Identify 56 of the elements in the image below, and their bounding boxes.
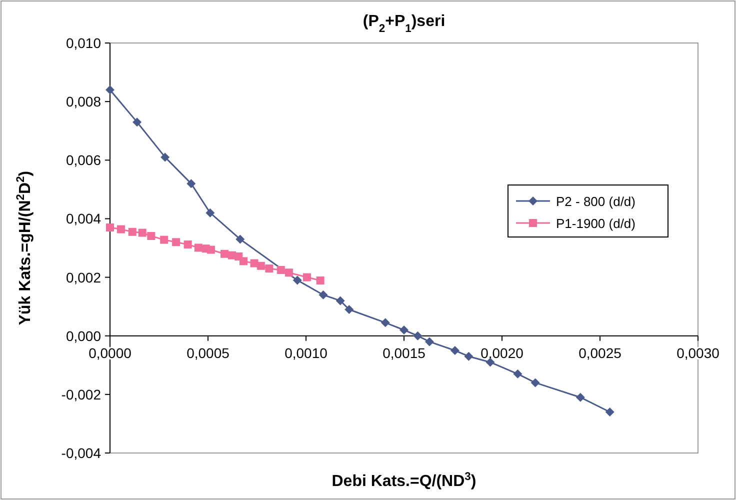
x-tick-label: 0,0015 bbox=[382, 344, 426, 361]
legend-label: P2 - 800 (d/d) bbox=[556, 194, 636, 209]
point bbox=[400, 326, 408, 334]
point bbox=[160, 236, 168, 244]
point bbox=[138, 228, 146, 237]
point bbox=[464, 352, 474, 361]
y-tick-label: 0,004 bbox=[66, 210, 102, 227]
point bbox=[160, 152, 170, 162]
point bbox=[236, 234, 245, 244]
point bbox=[424, 337, 434, 346]
y-tick-label: 0,000 bbox=[66, 328, 102, 344]
x-tick-label: 0,0020 bbox=[480, 344, 524, 361]
point bbox=[265, 264, 274, 272]
point bbox=[194, 244, 202, 252]
point bbox=[106, 85, 114, 94]
point bbox=[172, 238, 180, 246]
point bbox=[206, 246, 215, 254]
x-axis-title: Debi Kats.=Q/(ND$^{3}$) bbox=[332, 471, 476, 490]
point bbox=[576, 392, 585, 402]
point bbox=[450, 346, 460, 355]
point bbox=[220, 250, 228, 258]
y-tick-label: 0,010 bbox=[66, 35, 102, 51]
point bbox=[128, 228, 136, 236]
point bbox=[316, 276, 324, 285]
point bbox=[336, 296, 345, 306]
point bbox=[380, 318, 390, 328]
point bbox=[132, 118, 142, 127]
chart-title: (P$_{2}$+P$_{1}$)seri bbox=[362, 13, 446, 35]
point bbox=[513, 369, 522, 378]
point bbox=[206, 208, 215, 218]
point bbox=[605, 408, 614, 416]
point bbox=[284, 268, 293, 277]
y-tick-label: 0,002 bbox=[66, 269, 102, 286]
y-tick-label: 0,008 bbox=[66, 94, 102, 110]
point bbox=[106, 224, 114, 232]
point bbox=[184, 240, 192, 248]
x-tick-label: 0,0030 bbox=[676, 344, 720, 361]
point bbox=[239, 257, 248, 266]
x-tick-label: 0,0005 bbox=[186, 344, 230, 361]
point bbox=[256, 262, 265, 270]
point bbox=[186, 179, 196, 188]
point bbox=[344, 305, 354, 314]
point bbox=[530, 378, 540, 388]
x-tick-label: 0,0010 bbox=[284, 344, 328, 361]
point bbox=[292, 276, 302, 285]
point bbox=[413, 331, 422, 340]
legend-label: P1-1900 (d/d) bbox=[556, 216, 636, 231]
y-tick-label: 0,006 bbox=[66, 152, 102, 168]
y-tick-label: -0,004 bbox=[61, 445, 102, 461]
y-tick-label: -0,002 bbox=[61, 386, 102, 402]
x-tick-label: 0,0025 bbox=[578, 344, 622, 361]
point bbox=[318, 290, 328, 300]
point bbox=[116, 225, 125, 234]
point bbox=[302, 273, 311, 282]
point bbox=[276, 266, 285, 274]
point bbox=[147, 232, 156, 240]
